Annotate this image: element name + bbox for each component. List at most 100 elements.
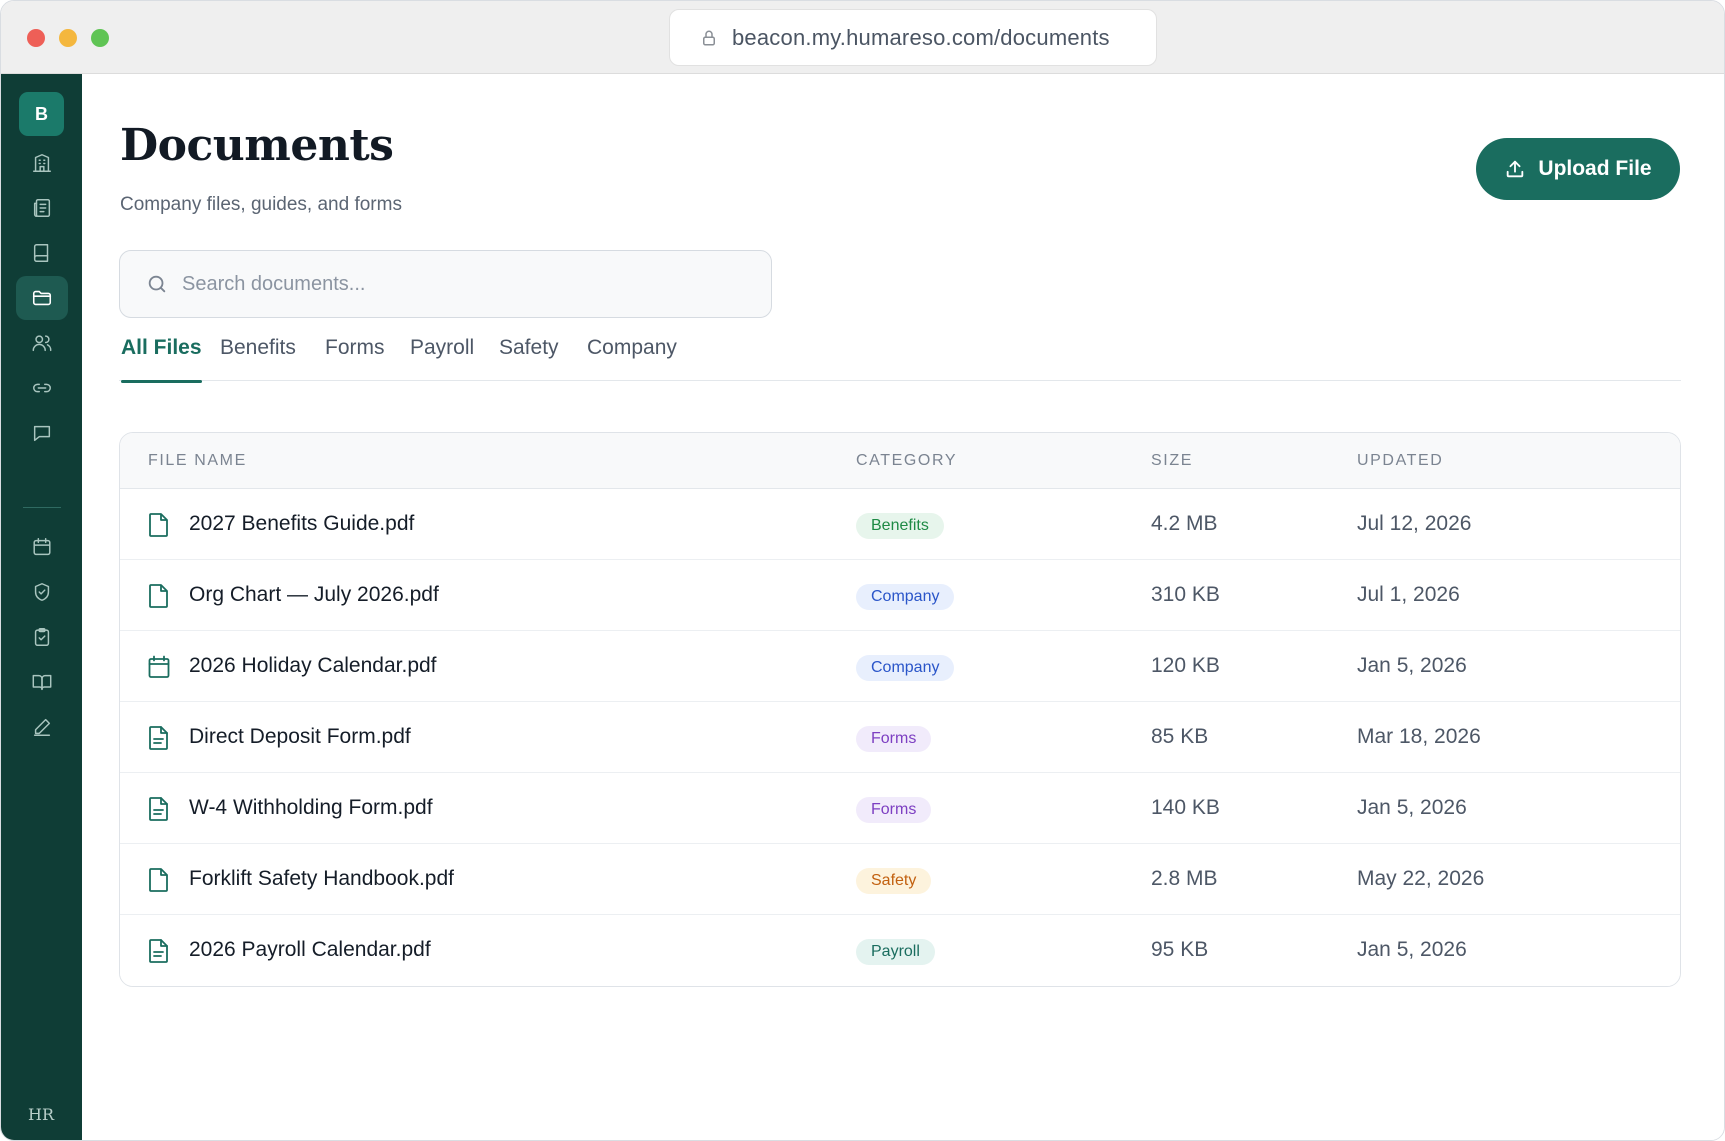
category-badge: Payroll bbox=[856, 939, 935, 965]
sidebar-item-documents[interactable] bbox=[16, 276, 68, 320]
building-icon bbox=[33, 154, 51, 172]
active-tab-indicator bbox=[121, 380, 202, 383]
document-text-icon bbox=[149, 726, 168, 750]
file-name[interactable]: 2026 Holiday Calendar.pdf bbox=[189, 654, 437, 677]
file-size: 140 KB bbox=[1151, 796, 1220, 819]
sidebar-item-home[interactable] bbox=[16, 141, 68, 185]
category-tabs: All Files Benefits Forms Payroll Safety … bbox=[119, 334, 1681, 383]
tab-forms[interactable]: Forms bbox=[325, 336, 385, 359]
file-name[interactable]: 2027 Benefits Guide.pdf bbox=[189, 512, 415, 535]
minimize-window-button[interactable] bbox=[59, 29, 77, 47]
lock-icon bbox=[703, 30, 715, 45]
updated-date: Jan 5, 2026 bbox=[1357, 938, 1467, 961]
column-header-size[interactable]: SIZE bbox=[1151, 452, 1193, 469]
tab-safety[interactable]: Safety bbox=[499, 336, 559, 359]
upload-icon bbox=[1507, 160, 1524, 178]
file-size: 4.2 MB bbox=[1151, 512, 1218, 535]
category-badge: Safety bbox=[856, 868, 932, 894]
maximize-window-button[interactable] bbox=[91, 29, 109, 47]
updated-date: Jan 5, 2026 bbox=[1357, 796, 1467, 819]
column-header-file-name[interactable]: FILE NAME bbox=[148, 452, 247, 469]
document-icon bbox=[149, 513, 168, 537]
table-row[interactable]: Forklift Safety Handbook.pdf Safety 2.8 … bbox=[120, 844, 1680, 915]
category-badge: Forms bbox=[856, 726, 932, 752]
link-icon bbox=[33, 383, 51, 393]
document-text-icon bbox=[149, 797, 168, 821]
sidebar-item-compliance[interactable] bbox=[16, 570, 68, 614]
calendar-icon bbox=[148, 655, 170, 678]
table-row[interactable]: 2026 Holiday Calendar.pdf Company 120 KB… bbox=[120, 631, 1680, 702]
updated-date: Jul 12, 2026 bbox=[1357, 512, 1472, 535]
calendar-icon bbox=[33, 538, 51, 556]
updated-date: Jan 5, 2026 bbox=[1357, 654, 1467, 677]
tab-benefits[interactable]: Benefits bbox=[220, 336, 296, 359]
file-size: 120 KB bbox=[1151, 654, 1220, 677]
shield-check-icon bbox=[34, 583, 50, 601]
table-header: FILE NAME CATEGORY SIZE UPDATED bbox=[120, 433, 1680, 489]
page-subtitle: Company files, guides, and forms bbox=[120, 194, 402, 215]
file-name[interactable]: Direct Deposit Form.pdf bbox=[189, 725, 411, 748]
tab-all-files[interactable]: All Files bbox=[121, 334, 202, 383]
upload-file-button[interactable]: Upload File bbox=[1476, 138, 1680, 200]
sidebar-item-handbook[interactable] bbox=[16, 231, 68, 275]
table-row[interactable]: Org Chart — July 2026.pdf Company 310 KB… bbox=[120, 560, 1680, 631]
table-row[interactable]: Direct Deposit Form.pdf Forms 85 KB Mar … bbox=[120, 702, 1680, 773]
upload-file-label: Upload File bbox=[1538, 157, 1652, 180]
file-size: 2.8 MB bbox=[1151, 867, 1218, 890]
brand-mark: HR bbox=[28, 1105, 54, 1124]
category-badge: Forms bbox=[856, 797, 932, 823]
page-title: Documents bbox=[120, 120, 394, 171]
documents-table: FILE NAME CATEGORY SIZE UPDATED 2027 Ben… bbox=[119, 432, 1681, 987]
tab-label: All Files bbox=[121, 336, 202, 359]
sidebar-item-tasks[interactable] bbox=[16, 615, 68, 659]
column-header-category[interactable]: CATEGORY bbox=[856, 452, 958, 469]
table-row[interactable]: W-4 Withholding Form.pdf Forms 140 KB Ja… bbox=[120, 773, 1680, 844]
column-header-updated[interactable]: UPDATED bbox=[1357, 452, 1444, 469]
book-icon bbox=[33, 244, 49, 262]
table-row[interactable]: 2027 Benefits Guide.pdf Benefits 4.2 MB … bbox=[120, 489, 1680, 560]
sidebar-item-sign[interactable] bbox=[16, 705, 68, 749]
file-name[interactable]: 2026 Payroll Calendar.pdf bbox=[189, 938, 431, 961]
file-size: 85 KB bbox=[1151, 725, 1209, 748]
file-size: 310 KB bbox=[1151, 583, 1220, 606]
sidebar-item-calendar[interactable] bbox=[16, 525, 68, 569]
file-size: 95 KB bbox=[1151, 938, 1209, 961]
app-logo[interactable]: B bbox=[19, 92, 64, 136]
updated-date: Mar 18, 2026 bbox=[1357, 725, 1481, 748]
sidebar-item-links[interactable] bbox=[16, 366, 68, 410]
open-book-icon bbox=[32, 674, 52, 691]
sidebar: B bbox=[1, 74, 82, 1140]
category-badge: Company bbox=[856, 655, 955, 681]
address-bar[interactable]: beacon.my.humareso.com/documents bbox=[669, 9, 1157, 66]
sidebar-item-people[interactable] bbox=[16, 321, 68, 365]
file-name[interactable]: Org Chart — July 2026.pdf bbox=[189, 583, 439, 606]
search-input[interactable] bbox=[182, 272, 742, 296]
chat-icon bbox=[33, 425, 51, 442]
document-icon bbox=[149, 584, 168, 608]
search-box[interactable] bbox=[119, 250, 772, 318]
document-text-icon bbox=[149, 939, 168, 963]
close-window-button[interactable] bbox=[27, 29, 45, 47]
browser-chrome: beacon.my.humareso.com/documents bbox=[1, 1, 1724, 74]
updated-date: May 22, 2026 bbox=[1357, 867, 1485, 890]
document-icon bbox=[149, 868, 168, 892]
sidebar-item-learning[interactable] bbox=[16, 660, 68, 704]
category-badge: Company bbox=[856, 584, 955, 610]
file-name[interactable]: W-4 Withholding Form.pdf bbox=[189, 796, 433, 819]
table-row[interactable]: 2026 Payroll Calendar.pdf Payroll 95 KB … bbox=[120, 915, 1680, 986]
search-icon bbox=[148, 275, 166, 293]
main-content: Documents Company files, guides, and for… bbox=[82, 74, 1724, 1140]
file-name[interactable]: Forklift Safety Handbook.pdf bbox=[189, 867, 454, 890]
tab-payroll[interactable]: Payroll bbox=[410, 336, 475, 359]
sidebar-item-messages[interactable] bbox=[16, 411, 68, 455]
updated-date: Jul 1, 2026 bbox=[1357, 583, 1460, 606]
sidebar-item-news[interactable] bbox=[16, 186, 68, 230]
folder-icon bbox=[32, 290, 52, 306]
pen-icon bbox=[33, 718, 51, 736]
newspaper-icon bbox=[33, 199, 51, 217]
url-text: beacon.my.humareso.com/documents bbox=[732, 24, 1110, 50]
category-badge: Benefits bbox=[856, 513, 944, 539]
tab-company[interactable]: Company bbox=[587, 336, 677, 359]
users-icon bbox=[32, 335, 52, 352]
